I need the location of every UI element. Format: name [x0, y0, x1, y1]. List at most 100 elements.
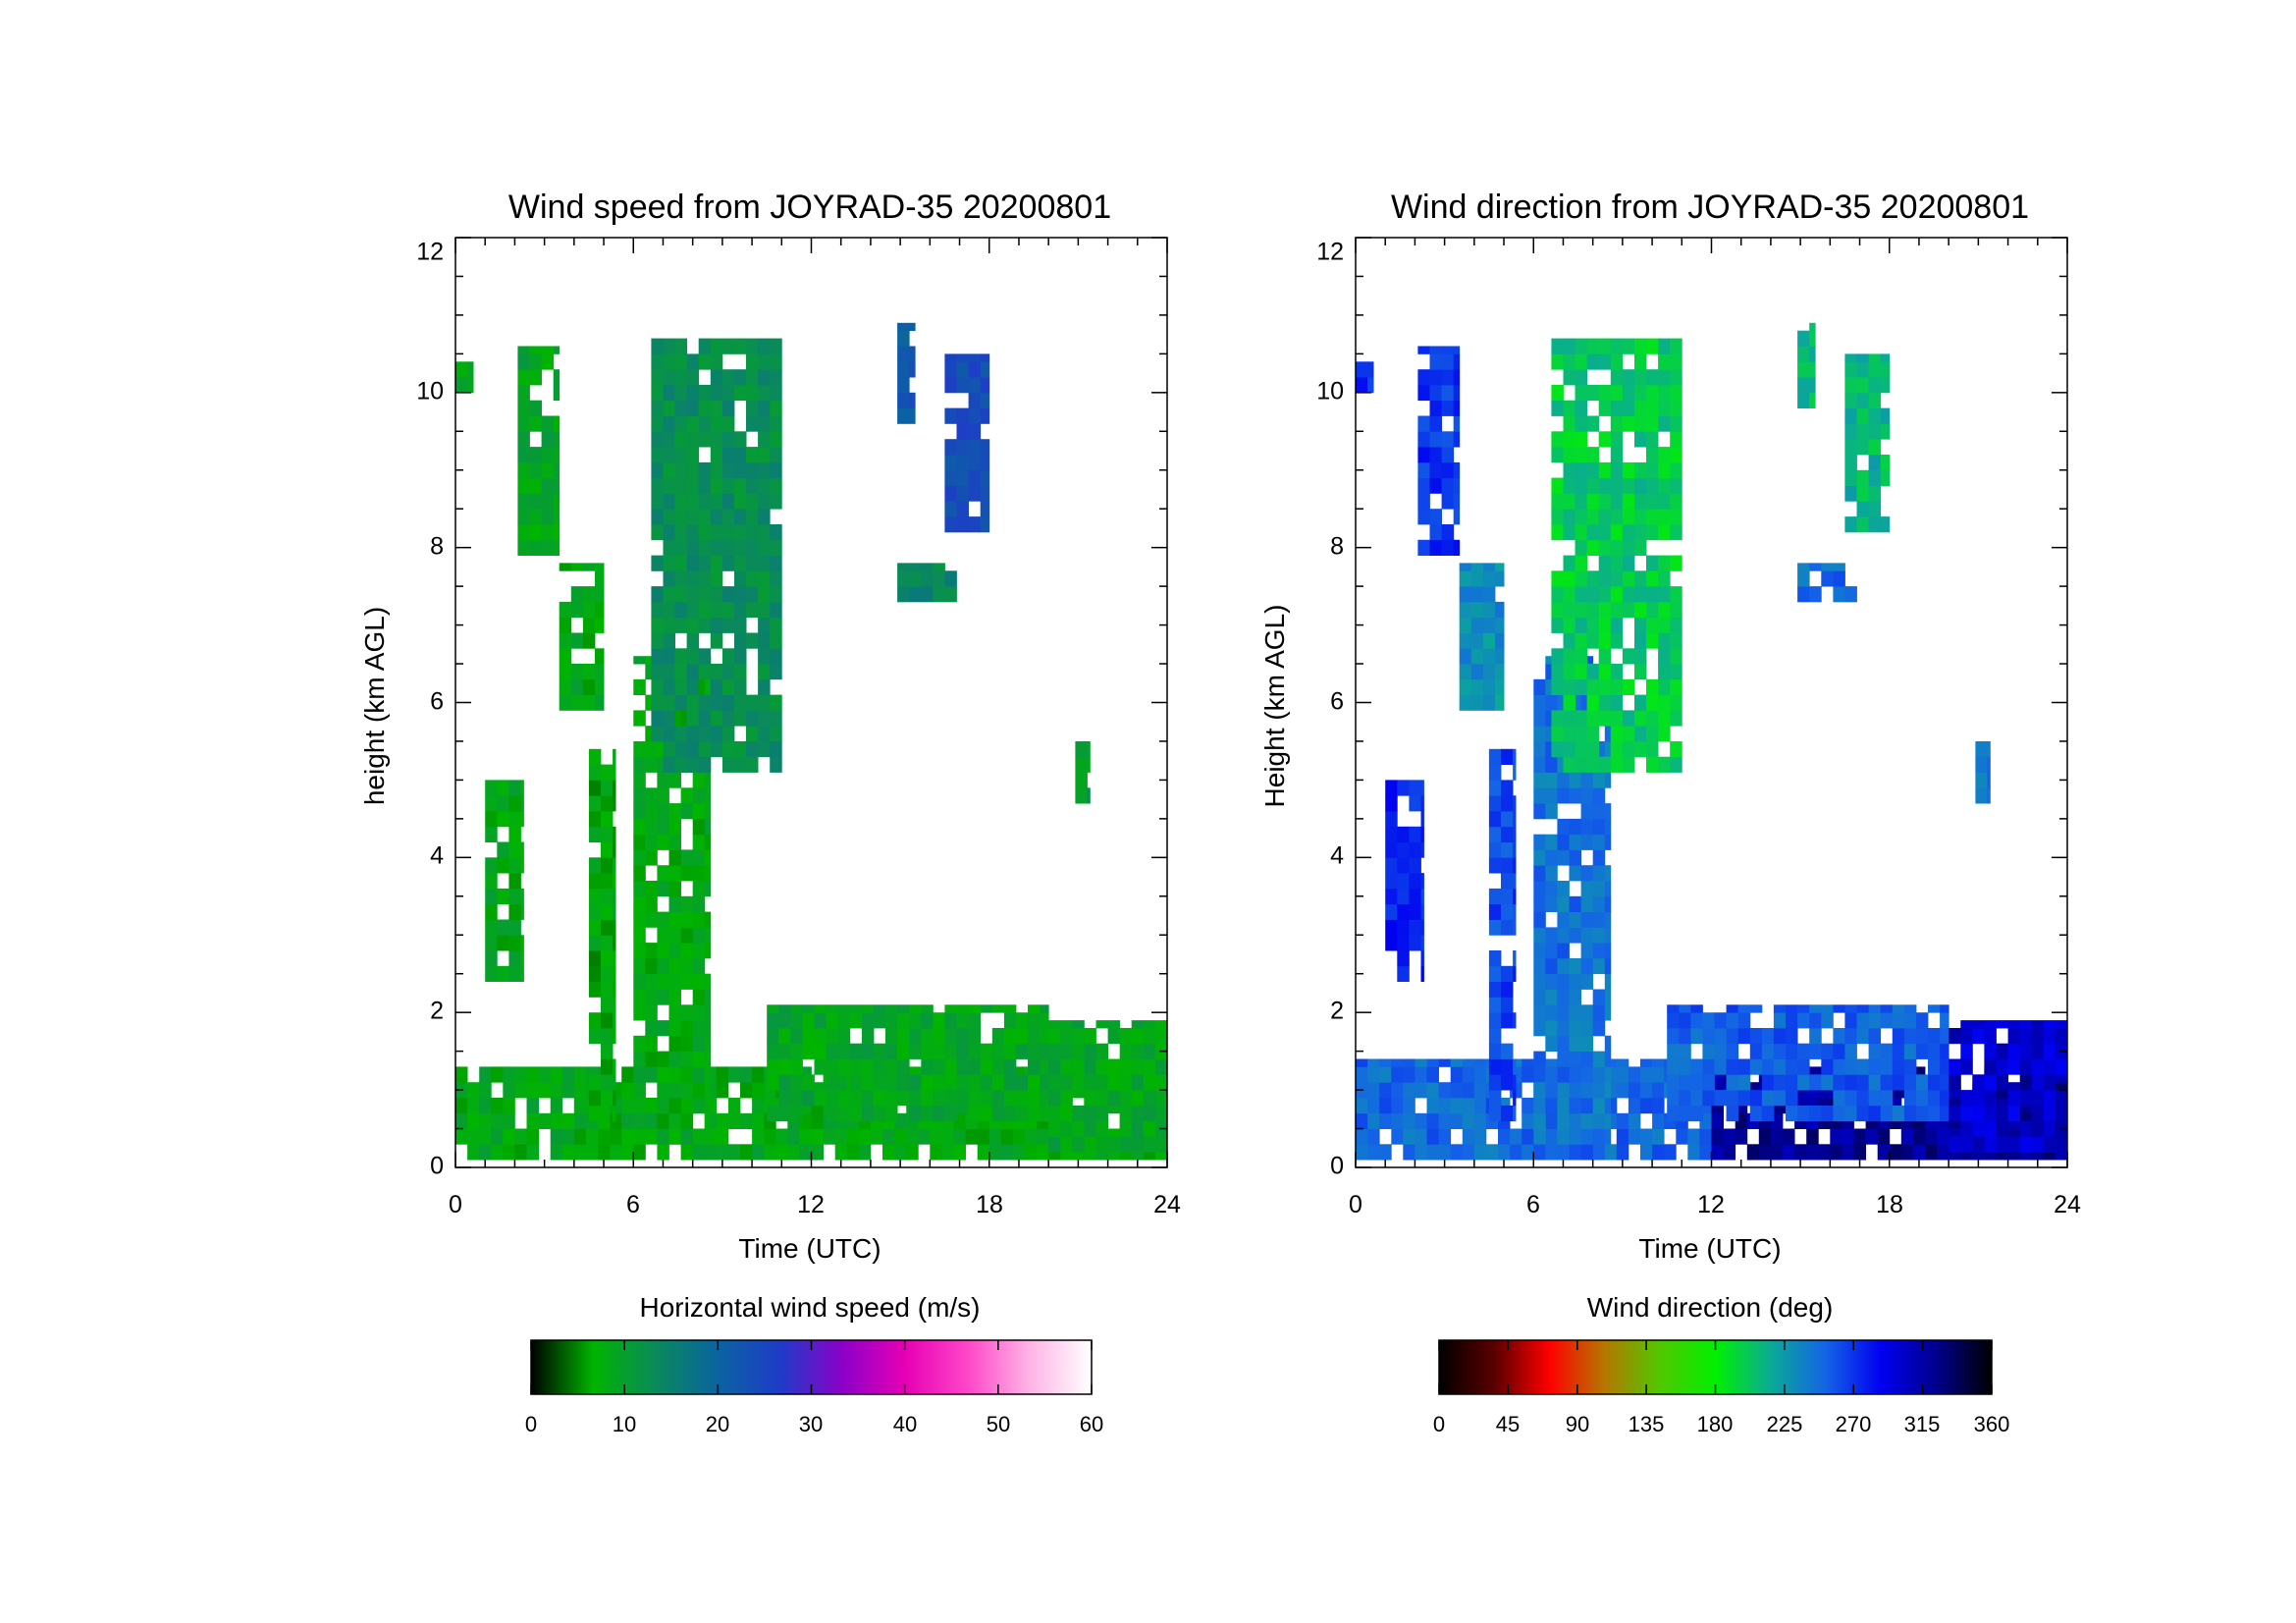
- heatmap-cell: [1809, 1074, 1822, 1091]
- heatmap-cell: [674, 415, 687, 432]
- heatmap-cell: [633, 818, 646, 836]
- heatmap-cell: [1143, 1074, 1156, 1091]
- heatmap-cell: [1028, 1004, 1041, 1013]
- heatmap-cell: [1610, 369, 1624, 386]
- heatmap-cell: [716, 1144, 729, 1161]
- heatmap-cell: [1604, 1051, 1612, 1067]
- heatmap-cell: [657, 1128, 669, 1145]
- heatmap-cell: [1670, 756, 1682, 773]
- heatmap-cell: [1397, 965, 1410, 982]
- heatmap-cell: [721, 431, 735, 448]
- heatmap-cell: [1580, 1035, 1594, 1052]
- heatmap-cell: [686, 710, 700, 727]
- heatmap-cell: [601, 1058, 614, 1075]
- heatmap-cell: [674, 756, 687, 773]
- heatmap-cell: [1610, 338, 1624, 354]
- heatmap-cell: [770, 664, 782, 680]
- heatmap-cell: [1557, 1144, 1570, 1161]
- heatmap-cell: [1367, 361, 1374, 378]
- heatmap-cell: [645, 943, 658, 959]
- heatmap-cell: [601, 1090, 614, 1107]
- heatmap-cell: [790, 1043, 803, 1059]
- heatmap-cell: [956, 407, 969, 424]
- heatmap-cell: [1533, 1004, 1546, 1021]
- heatmap-cell: [541, 539, 555, 556]
- heatmap-cell: [1569, 1051, 1581, 1067]
- heatmap-cell: [598, 1128, 611, 1145]
- heatmap-cell: [508, 919, 521, 936]
- heatmap-cell: [758, 570, 771, 587]
- heatmap-cell: [778, 1090, 791, 1107]
- heatmap-cell: [1658, 493, 1671, 510]
- heatmap-cell: [633, 943, 646, 959]
- heatmap-cell: [1690, 1058, 1703, 1075]
- heatmap-cell: [1610, 493, 1624, 510]
- direction-x-tick: 12: [1697, 1191, 1725, 1218]
- heatmap-cell: [1610, 694, 1624, 711]
- heatmap-cell: [1501, 981, 1514, 998]
- heatmap-cell: [668, 989, 681, 1005]
- heatmap-cell: [834, 1144, 848, 1161]
- heatmap-cell: [802, 1090, 815, 1107]
- heatmap-cell: [553, 524, 561, 541]
- heatmap-cell: [710, 632, 723, 649]
- heatmap-cell: [790, 1090, 803, 1107]
- heatmap-cell: [529, 509, 542, 525]
- heatmap-cell: [1154, 1028, 1168, 1045]
- heatmap-cell: [1385, 888, 1398, 905]
- heatmap-cell: [455, 1066, 468, 1083]
- heatmap-cell: [1797, 570, 1810, 587]
- heatmap-cell: [1797, 563, 1810, 571]
- heatmap-cell: [1426, 1128, 1439, 1145]
- heatmap-cell: [1806, 1128, 1819, 1145]
- heatmap-cell: [767, 1043, 779, 1059]
- heatmap-cell: [734, 338, 747, 354]
- heatmap-cell: [1015, 1028, 1029, 1045]
- heatmap-cell: [1084, 1043, 1096, 1059]
- heatmap-cell: [1915, 1028, 1929, 1045]
- heatmap-cell: [734, 493, 747, 510]
- heatmap-cell: [2055, 1144, 2068, 1161]
- heatmap-cell: [1786, 1090, 1798, 1107]
- heatmap-cell: [1551, 447, 1564, 463]
- heatmap-cell: [1557, 943, 1570, 959]
- heatmap-cell: [704, 1035, 712, 1052]
- heatmap-cell: [686, 539, 700, 556]
- heatmap-cell: [944, 469, 957, 486]
- heatmap-cell: [1690, 1028, 1703, 1045]
- heatmap-cell: [491, 1128, 504, 1145]
- heatmap-cell: [1367, 1112, 1380, 1129]
- heatmap-cell: [909, 346, 916, 362]
- heatmap-cell: [1557, 787, 1570, 804]
- heatmap-cell: [897, 586, 910, 603]
- heatmap-cell: [663, 694, 675, 711]
- heatmap-cell: [778, 1058, 791, 1075]
- heatmap-cell: [1856, 1004, 1869, 1013]
- heatmap-cell: [1856, 1090, 1869, 1107]
- heatmap-cell: [1880, 377, 1891, 394]
- heatmap-cell: [1610, 601, 1624, 619]
- heatmap-cell: [1580, 881, 1594, 897]
- heatmap-cell: [657, 989, 669, 1005]
- heatmap-cell: [668, 865, 681, 882]
- heatmap-cell: [1667, 1090, 1680, 1107]
- heatmap-cell: [467, 1082, 480, 1099]
- heatmap-cell: [2019, 1058, 2033, 1075]
- heatmap-cell: [734, 461, 747, 479]
- heatmap-cell: [1972, 1028, 1985, 1045]
- heatmap-cell: [1403, 1066, 1415, 1083]
- heatmap-cell: [1634, 726, 1647, 742]
- heatmap-cell: [1592, 1098, 1606, 1114]
- heatmap-cell: [1996, 1058, 2008, 1075]
- heatmap-cell: [1495, 563, 1505, 571]
- heatmap-cell: [710, 726, 723, 742]
- heatmap-cell: [767, 1105, 779, 1122]
- heatmap-cell: [734, 384, 747, 402]
- heatmap-cell: [734, 601, 747, 619]
- heatmap-cell: [1868, 516, 1882, 533]
- heatmap-cell: [764, 1144, 776, 1161]
- heatmap-cell: [2019, 1136, 2033, 1153]
- heatmap-cell: [1513, 965, 1517, 982]
- heatmap-cell: [1658, 400, 1671, 416]
- heatmap-cell: [633, 787, 646, 804]
